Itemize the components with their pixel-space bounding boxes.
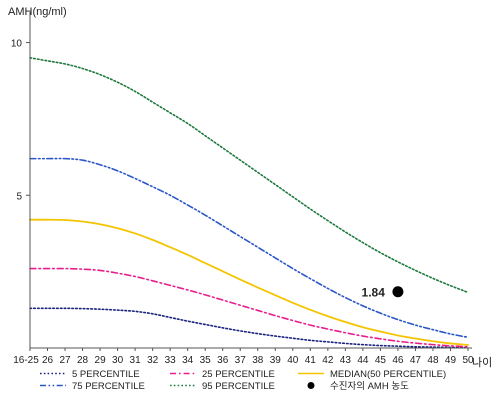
legend-label: 95 PERCENTILE bbox=[202, 381, 275, 392]
x-tick-label: 35 bbox=[200, 355, 212, 366]
x-tick-label: 16-25 bbox=[13, 355, 39, 366]
legend-item: 75 PERCENTILE bbox=[40, 381, 145, 392]
x-tick-label: 36 bbox=[217, 355, 229, 366]
patient-amh-value-label: 1.84 bbox=[362, 285, 386, 299]
x-tick-label: 43 bbox=[340, 355, 352, 366]
series-line-25-percentile bbox=[29, 267, 469, 348]
series-lines bbox=[29, 57, 469, 349]
x-tick-label: 37 bbox=[235, 355, 247, 366]
series-line-95-percentile bbox=[29, 57, 469, 294]
x-tick-label: 45 bbox=[375, 355, 387, 366]
patient-marker-group: 1.84 bbox=[362, 285, 404, 299]
x-tick-label: 39 bbox=[270, 355, 282, 366]
y-axis-label: AMH(ng/ml) bbox=[8, 6, 67, 18]
legend-label: MEDIAN(50 PERCENTILE) bbox=[330, 369, 446, 380]
legend-item: MEDIAN(50 PERCENTILE) bbox=[298, 369, 446, 380]
x-tick-label: 50 bbox=[462, 355, 474, 366]
x-tick-label: 49 bbox=[445, 355, 457, 366]
x-tick-label: 47 bbox=[410, 355, 422, 366]
x-tick-label: 29 bbox=[95, 355, 107, 366]
y-tick-label: 5 bbox=[16, 191, 22, 202]
axes: 5 10 16-25 26 27 28 29 30 31 32 33 34 35 36 37 38 39 40 41… bbox=[11, 12, 474, 366]
legend-item: 수진자의 AMH 농도 bbox=[307, 381, 409, 392]
legend-label: 수진자의 AMH 농도 bbox=[330, 381, 409, 392]
x-tick-label: 41 bbox=[305, 355, 317, 366]
patient-amh-marker bbox=[392, 286, 404, 298]
legend-item: 5 PERCENTILE bbox=[40, 369, 140, 380]
x-axis-label: 나이 bbox=[472, 356, 492, 369]
series-line-75-percentile bbox=[29, 157, 469, 339]
x-tick-label: 28 bbox=[77, 355, 89, 366]
x-tick-label: 42 bbox=[322, 355, 334, 366]
legend: 5 PERCENTILE 25 PERCENTILE 75 PERCENTILE 95… bbox=[40, 369, 446, 392]
x-tick-label: 46 bbox=[392, 355, 404, 366]
legend-label: 75 PERCENTILE bbox=[72, 381, 145, 392]
series-line-median-50-percentile bbox=[29, 218, 469, 346]
x-tick-label: 48 bbox=[427, 355, 439, 366]
x-tick-label: 26 bbox=[42, 355, 54, 366]
x-tick-label: 40 bbox=[287, 355, 299, 366]
x-tick-label: 27 bbox=[59, 355, 71, 366]
x-tick-label: 30 bbox=[112, 355, 124, 366]
x-tick-label: 34 bbox=[182, 355, 194, 366]
legend-label: 25 PERCENTILE bbox=[202, 369, 275, 380]
series-line-5-percentile bbox=[29, 307, 469, 349]
x-tick-label: 31 bbox=[130, 355, 142, 366]
x-tick-label: 38 bbox=[252, 355, 264, 366]
y-tick-label: 10 bbox=[11, 39, 23, 50]
x-tick-label: 33 bbox=[165, 355, 177, 366]
x-tick-label: 32 bbox=[147, 355, 159, 366]
legend-item: 95 PERCENTILE bbox=[170, 381, 275, 392]
legend-label: 5 PERCENTILE bbox=[72, 369, 140, 380]
legend-marker-dot bbox=[307, 382, 315, 389]
legend-item: 25 PERCENTILE bbox=[170, 369, 275, 380]
x-tick-label: 44 bbox=[357, 355, 369, 366]
